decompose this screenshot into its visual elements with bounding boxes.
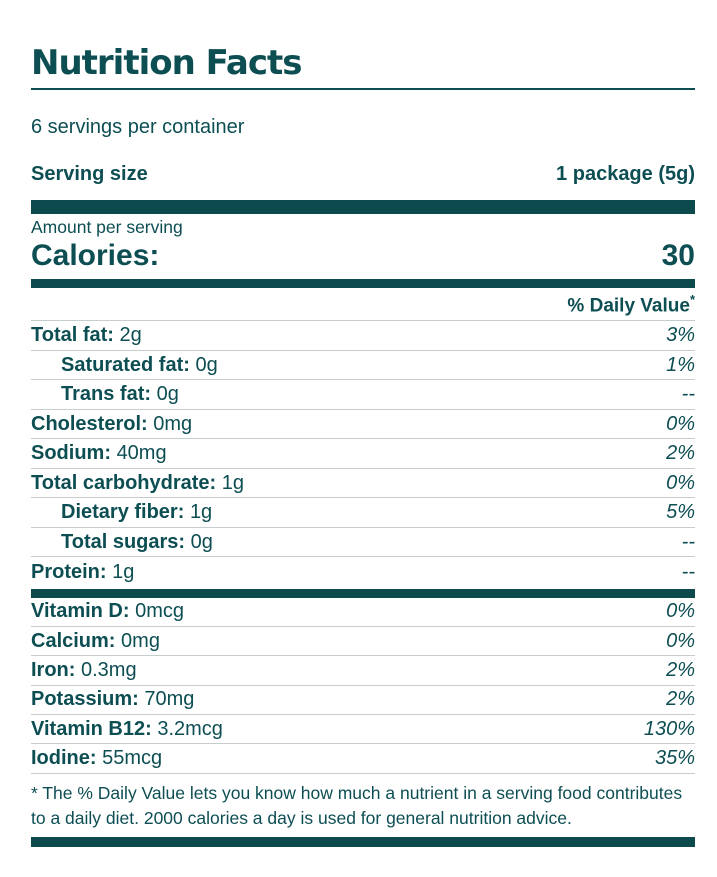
nutrient-dv: -- bbox=[681, 560, 695, 583]
nutrient-text: Vitamin B12: 3.2mcg bbox=[31, 718, 223, 741]
nutrient-row-cholesterol: Cholesterol: 0mg 0% bbox=[31, 410, 695, 440]
nutrient-dv: 130% bbox=[643, 717, 695, 740]
nutrient-row-protein: Protein: 1g -- bbox=[31, 557, 695, 587]
micronutrient-rows: Vitamin D: 0mcg 0% Calcium: 0mg 0% Iron:… bbox=[31, 598, 695, 774]
nutrient-amount: 1g bbox=[189, 501, 213, 524]
nutrient-text: Dietary fiber: 1g bbox=[31, 501, 212, 524]
nutrient-dv: 0% bbox=[666, 629, 695, 652]
daily-value-header: % Daily Value* bbox=[31, 288, 695, 322]
nutrient-text: Trans fat: 0g bbox=[31, 383, 179, 406]
nutrient-row-total-fat: Total fat: 2g 3% bbox=[31, 321, 695, 351]
nutrient-dv: 0% bbox=[666, 412, 695, 435]
nutrient-dv: 0% bbox=[666, 471, 695, 494]
nutrient-label: Iron: bbox=[31, 659, 76, 682]
nutrient-dv: 1% bbox=[666, 353, 695, 376]
nutrient-label: Dietary fiber: bbox=[61, 501, 185, 524]
nutrient-label: Vitamin B12: bbox=[31, 717, 152, 740]
bottom-bar bbox=[31, 836, 695, 847]
nutrient-amount: 0.3mg bbox=[81, 659, 137, 682]
serving-size-label: Serving size bbox=[31, 163, 148, 185]
nutrient-text: Sodium: 40mg bbox=[31, 442, 167, 465]
calories-row: Calories: 30 bbox=[31, 238, 695, 274]
separator-bar-medium bbox=[31, 588, 695, 598]
nutrient-label: Total sugars: bbox=[61, 530, 186, 553]
nutrient-amount: 0mcg bbox=[135, 600, 185, 623]
calories-value: 30 bbox=[661, 239, 695, 272]
servings-per-container: 6 servings per container bbox=[31, 116, 245, 138]
separator-bar-thick bbox=[31, 200, 695, 214]
nutrient-label: Potassium: bbox=[31, 688, 139, 711]
nutrient-amount: 1g bbox=[112, 560, 135, 583]
nutrient-row-calcium: Calcium: 0mg 0% bbox=[31, 627, 695, 657]
nutrient-dv: -- bbox=[681, 530, 695, 553]
nutrient-text: Potassium: 70mg bbox=[31, 688, 194, 711]
nutrient-label: Vitamin D: bbox=[31, 600, 130, 623]
nutrient-text: Saturated fat: 0g bbox=[31, 354, 218, 377]
nutrient-label: Calcium: bbox=[31, 629, 116, 652]
nutrient-dv: 2% bbox=[666, 659, 695, 682]
daily-value-footnote: * The % Daily Value lets you know how mu… bbox=[31, 782, 683, 829]
nutrient-amount: 0g bbox=[190, 530, 213, 553]
nutrient-dv: 35% bbox=[654, 746, 695, 769]
nutrient-row-vitamin-d: Vitamin D: 0mcg 0% bbox=[31, 598, 695, 628]
nutrient-dv: -- bbox=[681, 383, 695, 406]
nutrient-dv: 0% bbox=[666, 600, 695, 623]
amount-per-serving-label: Amount per serving bbox=[31, 217, 183, 237]
nutrient-amount: 3.2mcg bbox=[157, 717, 223, 740]
nutrient-text: Calcium: 0mg bbox=[31, 630, 160, 653]
nutrient-amount: 0mg bbox=[121, 629, 160, 652]
label-content: Nutrition Facts 6 servings per container… bbox=[31, 0, 695, 847]
nutrient-row-dietary-fiber: Dietary fiber: 1g 5% bbox=[31, 498, 695, 528]
nutrient-dv: 3% bbox=[666, 324, 695, 347]
nutrient-text: Cholesterol: 0mg bbox=[31, 413, 192, 436]
nutrient-rows: Total fat: 2g 3% Saturated fat: 0g 1% Tr… bbox=[31, 321, 695, 587]
nutrient-row-total-carbohydrate: Total carbohydrate: 1g 0% bbox=[31, 469, 695, 499]
nutrient-row-saturated-fat: Saturated fat: 0g 1% bbox=[31, 351, 695, 381]
separator-bar-medium bbox=[31, 279, 695, 288]
nutrient-row-trans-fat: Trans fat: 0g -- bbox=[31, 380, 695, 410]
nutrient-row-total-sugars: Total sugars: 0g -- bbox=[31, 528, 695, 558]
serving-size-value: 1 package (5g) bbox=[556, 163, 695, 185]
label-title: Nutrition Facts bbox=[31, 43, 695, 90]
nutrient-amount: 2g bbox=[119, 324, 142, 347]
daily-value-header-label: % Daily Value bbox=[567, 295, 690, 317]
nutrient-text: Iodine: 55mcg bbox=[31, 747, 162, 770]
nutrient-dv: 2% bbox=[666, 688, 695, 711]
nutrient-amount: 0g bbox=[156, 383, 179, 406]
nutrient-label: Trans fat: bbox=[61, 383, 152, 406]
nutrient-amount: 55mcg bbox=[102, 746, 163, 769]
nutrient-row-potassium: Potassium: 70mg 2% bbox=[31, 686, 695, 716]
nutrient-amount: 1g bbox=[221, 471, 245, 494]
nutrient-amount: 0mg bbox=[153, 412, 193, 435]
nutrient-label: Total fat: bbox=[31, 324, 114, 347]
nutrient-dv: 2% bbox=[666, 442, 695, 465]
nutrient-amount: 0g bbox=[195, 353, 218, 376]
nutrient-amount: 40mg bbox=[116, 442, 167, 465]
nutrient-row-iron: Iron: 0.3mg 2% bbox=[31, 656, 695, 686]
calories-label: Calories: bbox=[31, 239, 160, 272]
nutrient-amount: 70mg bbox=[144, 688, 195, 711]
nutrient-row-iodine: Iodine: 55mcg 35% bbox=[31, 744, 695, 774]
daily-value-asterisk: * bbox=[689, 292, 695, 307]
nutrient-row-vitamin-b12: Vitamin B12: 3.2mcg 130% bbox=[31, 715, 695, 745]
nutrient-text: Iron: 0.3mg bbox=[31, 659, 137, 682]
nutrient-label: Cholesterol: bbox=[31, 412, 148, 435]
serving-size-row: Serving size 1 package (5g) bbox=[31, 162, 695, 187]
nutrient-label: Total carbohydrate: bbox=[31, 471, 217, 494]
nutrient-text: Total sugars: 0g bbox=[31, 531, 213, 554]
nutrient-text: Vitamin D: 0mcg bbox=[31, 600, 184, 623]
nutrient-label: Saturated fat: bbox=[61, 353, 190, 376]
nutrient-text: Total carbohydrate: 1g bbox=[31, 472, 244, 495]
nutrient-label: Protein: bbox=[31, 560, 107, 583]
nutrient-dv: 5% bbox=[666, 501, 695, 524]
nutrient-text: Protein: 1g bbox=[31, 561, 134, 584]
nutrient-label: Sodium: bbox=[31, 442, 111, 465]
nutrient-label: Iodine: bbox=[31, 746, 97, 769]
nutrient-text: Total fat: 2g bbox=[31, 324, 142, 347]
nutrient-row-sodium: Sodium: 40mg 2% bbox=[31, 439, 695, 469]
